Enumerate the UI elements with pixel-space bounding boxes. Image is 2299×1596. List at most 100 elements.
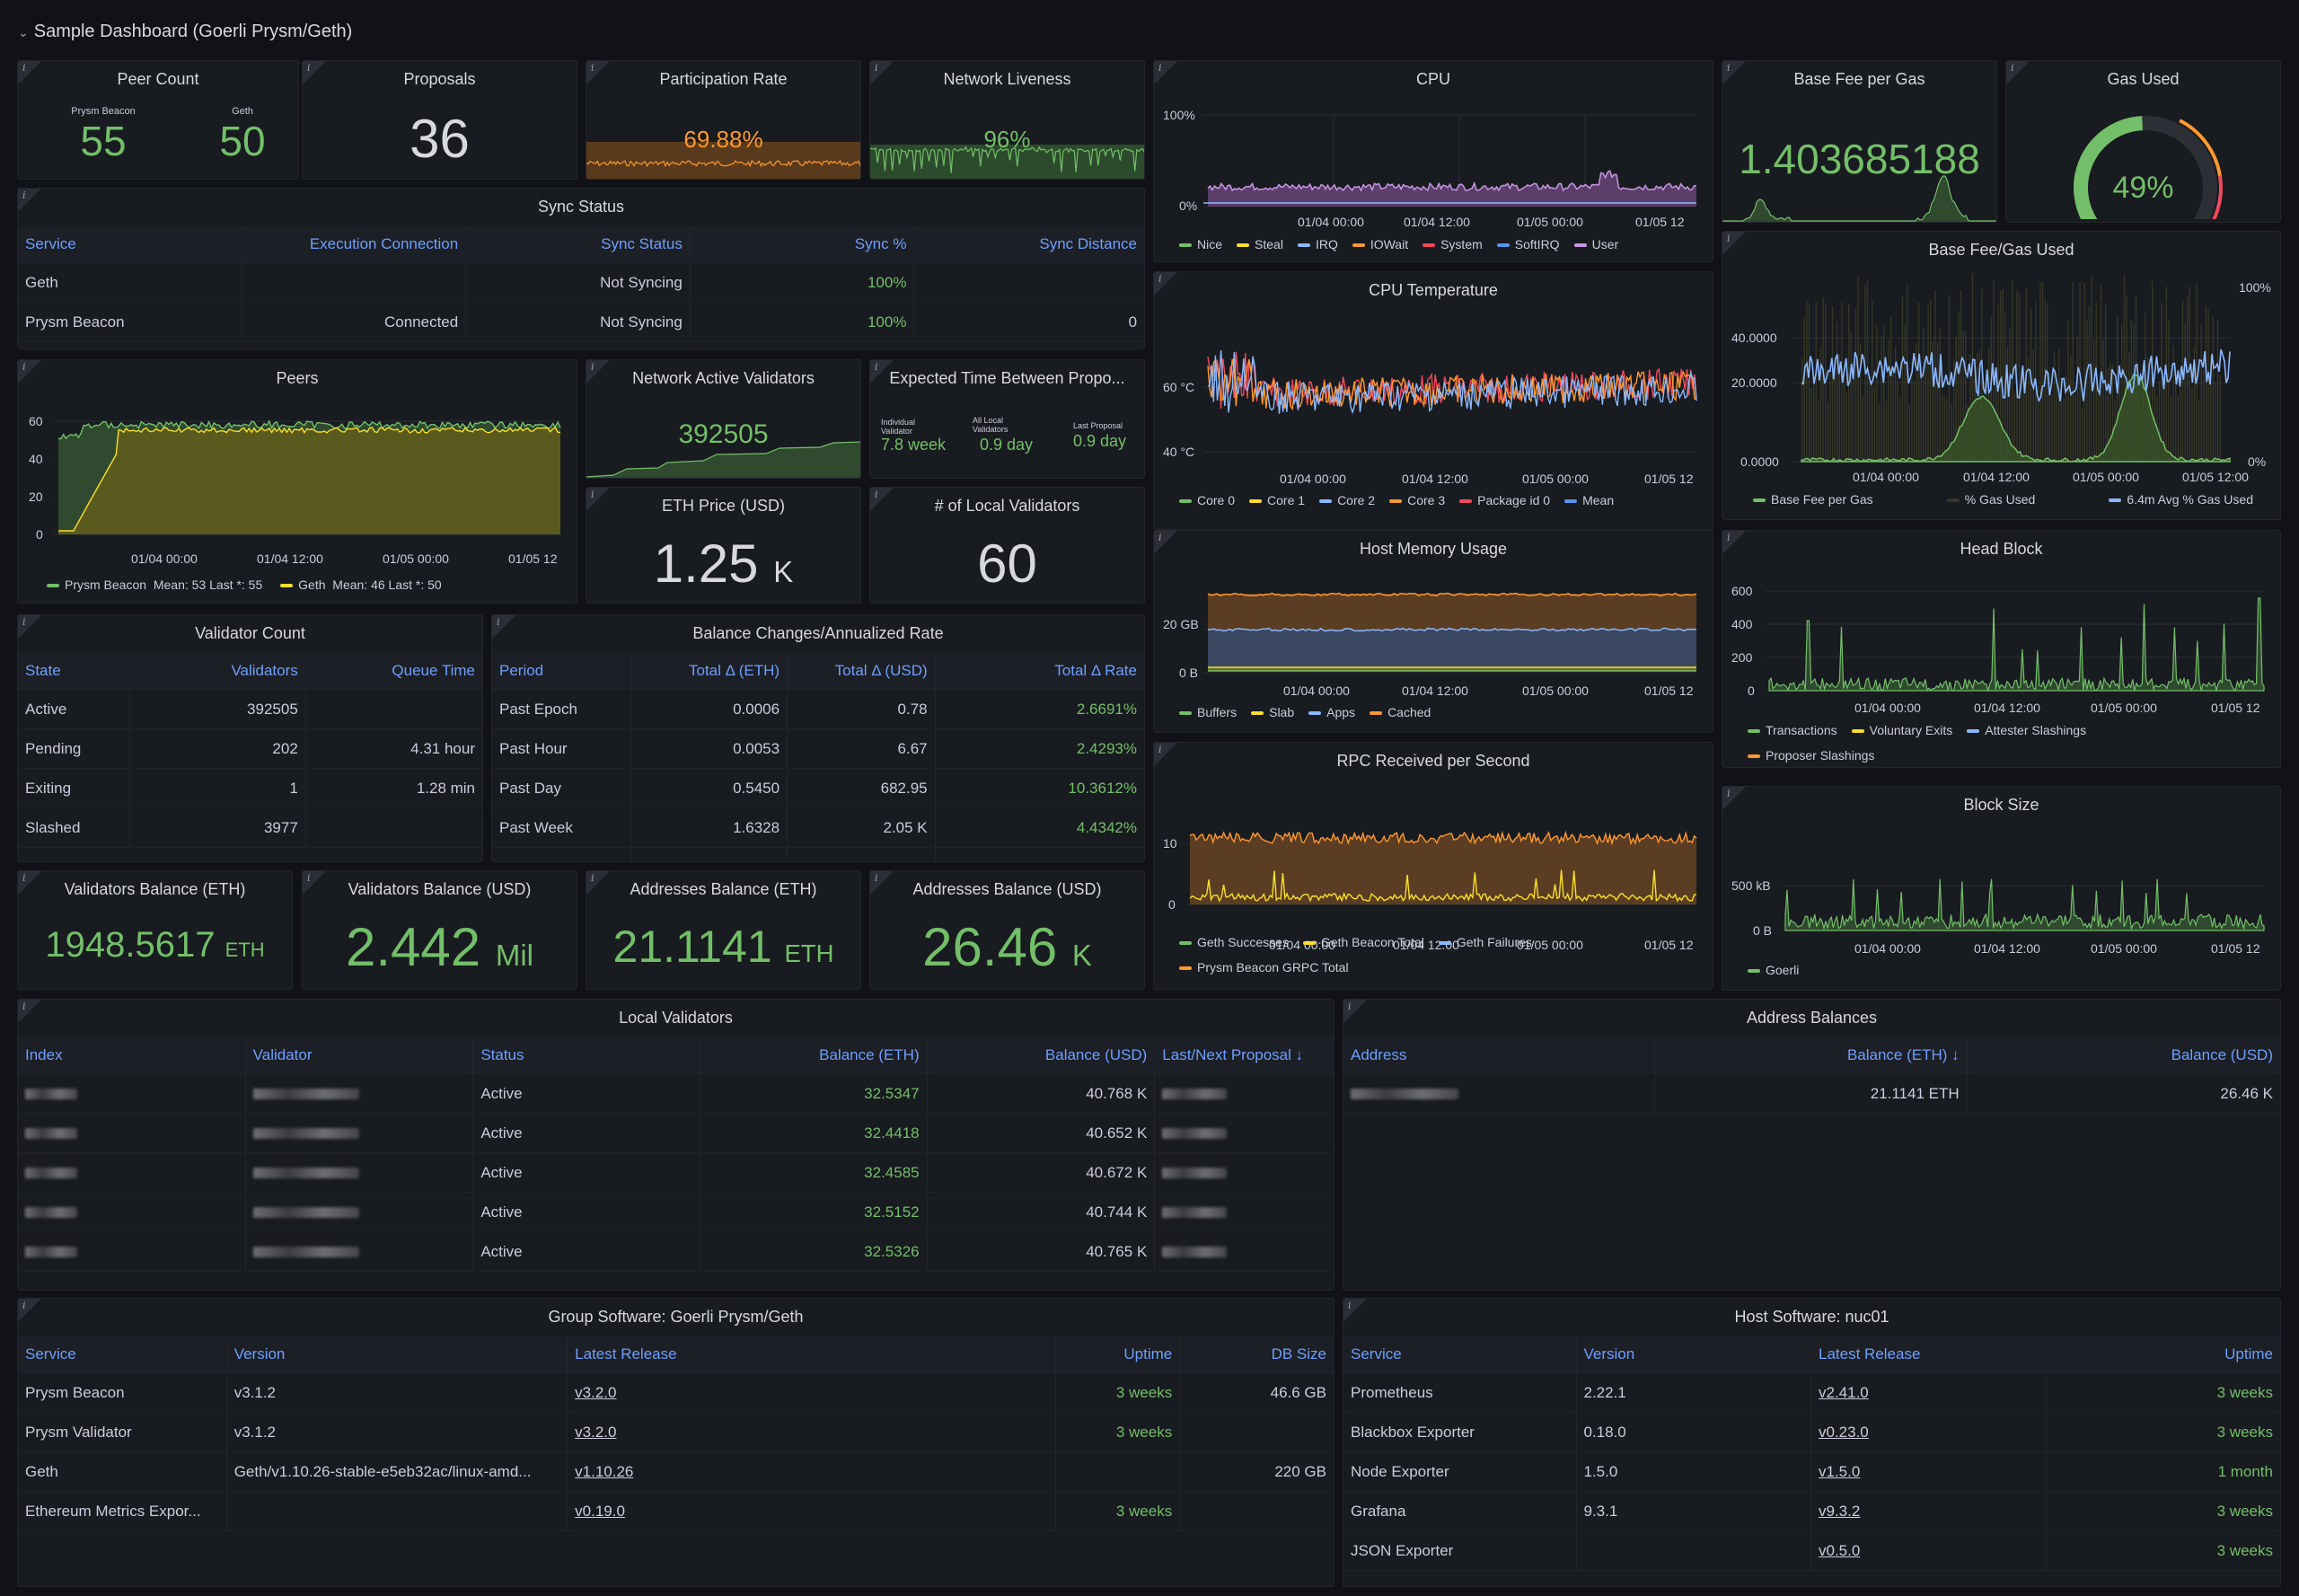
panel-address-balances[interactable]: i Address Balances Address Balance (ETH)… [1343,999,2281,1291]
legend-item[interactable]: Apps [1308,705,1355,719]
legend-item[interactable]: System [1423,237,1483,251]
info-icon[interactable]: i [1154,531,1177,554]
col-validator[interactable]: Validator [246,1037,474,1073]
panel-sync-status[interactable]: i Sync Status Service Execution Connectio… [17,188,1145,349]
panel-host-memory[interactable]: i Host Memory Usage 20 GB 0 B 01/04 00:0… [1153,530,1713,733]
legend-item[interactable]: Base Fee per Gas [1753,492,1873,507]
info-icon[interactable]: i [1722,61,1746,84]
panel-expected-time[interactable]: i Expected Time Between Propo... Individ… [869,359,1145,479]
table-row[interactable]: JSON Exporter v0.5.0 3 weeks [1343,1531,2280,1571]
table-row[interactable]: Grafana 9.3.1 v9.3.2 3 weeks [1343,1492,2280,1531]
release-link[interactable]: v1.10.26 [575,1462,634,1480]
table-row[interactable]: Geth Geth/v1.10.26-stable-e5eb32ac/linux-… [18,1452,1334,1492]
col-balance-eth[interactable]: Balance (ETH) ↓ [1655,1037,1968,1073]
legend-item[interactable]: Core 2 [1319,493,1375,507]
panel-block-size[interactable]: i Block Size 500 kB 0 B 01/04 00:00 01/0… [1722,786,2281,991]
col-address[interactable]: Address [1343,1037,1656,1073]
col-status[interactable]: Status [473,1037,700,1073]
table-row[interactable]: Geth Not Syncing 100% [18,263,1144,303]
panel-validator-count[interactable]: i Validator Count State Validators Queue T… [17,614,483,862]
table-row[interactable]: Blackbox Exporter 0.18.0 v0.23.0 3 weeks [1343,1413,2280,1452]
table-row[interactable]: Exiting 1 1.28 min [18,769,482,808]
info-icon[interactable]: i [586,360,610,384]
table-row[interactable]: Prysm Validator v3.1.2 v3.2.0 3 weeks [18,1413,1334,1452]
legend-item[interactable]: Package id 0 [1459,493,1550,507]
table-row[interactable]: Active 32.4418 40.652 K [18,1114,1334,1153]
legend-item[interactable]: Core 1 [1249,493,1305,507]
column-header[interactable]: Total Δ (ETH) [631,653,788,689]
legend-item[interactable]: Core 3 [1389,493,1445,507]
peers-legend[interactable]: Prysm Beacon Mean: 53 Last *: 55 Geth Me… [47,578,456,592]
head-block-legend-2[interactable]: Proposer Slashings [1748,748,1889,763]
legend-item[interactable]: 6.4m Avg % Gas Used [2109,492,2253,507]
panel-eth-price[interactable]: i ETH Price (USD) 1.25 K [586,487,861,604]
table-row[interactable]: 21.1141 ETH 26.46 K [1343,1074,2280,1114]
legend-item[interactable]: Cached [1370,705,1431,719]
column-header[interactable]: Latest Release [1811,1336,2047,1372]
column-header[interactable]: Version [1577,1336,1811,1372]
release-link[interactable]: v0.23.0 [1819,1423,1869,1441]
table-row[interactable]: Prometheus 2.22.1 v2.41.0 3 weeks [1343,1373,2280,1413]
col-proposal[interactable]: Last/Next Proposal ↓ [1162,1046,1304,1063]
column-header[interactable]: Validators [130,653,306,689]
info-icon[interactable]: i [870,61,894,84]
info-icon[interactable]: i [303,61,326,84]
info-icon[interactable]: i [18,360,41,384]
release-link[interactable]: v0.19.0 [575,1502,625,1520]
legend-item[interactable]: Steal [1237,237,1283,251]
legend-item-geth[interactable]: Geth Mean: 46 Last *: 50 [280,578,442,592]
panel-base-fee-gas-used[interactable]: i Base Fee/Gas Used 40.0000 20.0000 0.00… [1722,231,2281,520]
panel-base-fee-per-gas[interactable]: i Base Fee per Gas 1.403685188 [1722,60,1997,223]
info-icon[interactable]: i [586,488,610,511]
panel-host-software[interactable]: i Host Software: nuc01 Service Version Lat… [1343,1298,2281,1587]
column-header[interactable]: Sync % [691,226,915,262]
legend-item[interactable]: IOWait [1352,237,1408,251]
info-icon[interactable]: i [1154,743,1177,766]
table-row[interactable]: Ethereum Metrics Expor... v0.19.0 3 weeks [18,1492,1334,1531]
column-header[interactable]: Latest Release [568,1336,1057,1372]
panel-cpu-temperature[interactable]: i CPU Temperature 60 °C 40 °C 01/04 00:0… [1153,271,1713,530]
info-icon[interactable]: i [586,871,610,895]
info-icon[interactable]: i [18,1000,41,1023]
release-link[interactable]: v9.3.2 [1819,1502,1861,1520]
panel-participation-rate[interactable]: i Participation Rate 69.88% [586,60,861,180]
info-icon[interactable]: i [1343,1299,1367,1322]
panel-balance-changes[interactable]: i Balance Changes/Annualized Rate Period… [491,614,1145,862]
panel-validators-balance-eth[interactable]: i Validators Balance (ETH) 1948.5617 ETH [17,870,293,990]
legend-item[interactable]: Geth Successes [1179,935,1289,949]
panel-addresses-balance-usd[interactable]: i Addresses Balance (USD) 26.46 K [869,870,1145,990]
panel-rpc-received[interactable]: i RPC Received per Second 10 0 01/04 00:… [1153,742,1713,990]
table-row[interactable]: Prysm Beacon v3.1.2 v3.2.0 3 weeks 46.6 GB [18,1373,1334,1413]
rpc-legend-2[interactable]: Prysm Beacon GRPC Total [1179,960,1363,974]
column-header[interactable]: Uptime [1056,1336,1181,1372]
block-size-legend[interactable]: Goerli [1748,963,1813,977]
table-row[interactable]: Past Week 1.6328 2.05 K 4.4342% [492,808,1144,848]
legend-item[interactable]: Goerli [1748,963,1799,977]
table-row[interactable]: Prysm Beacon Connected Not Syncing 100% 0 [18,303,1144,342]
table-row[interactable]: Past Epoch 0.0006 0.78 2.6691% [492,690,1144,729]
head-block-legend[interactable]: Transactions Voluntary Exits Attester Slas… [1748,723,2101,737]
release-link[interactable]: v2.41.0 [1819,1383,1869,1401]
table-row[interactable]: Pending 202 4.31 hour [18,729,482,769]
column-header[interactable]: Service [1343,1336,1577,1372]
table-row[interactable]: Past Month5.52526.94 K3.5077% [492,848,1144,861]
table-row[interactable]: Active 32.5152 40.744 K [18,1193,1334,1232]
column-header[interactable]: Sync Status [466,226,691,262]
table-row[interactable]: Node Exporter 1.5.0 v1.5.0 1 month [1343,1452,2280,1492]
table-row[interactable]: Active 32.4585 40.672 K [18,1153,1334,1193]
column-header[interactable]: Period [492,653,631,689]
legend-item[interactable]: Core 0 [1179,493,1235,507]
info-icon[interactable]: i [1722,531,1746,554]
info-icon[interactable]: i [870,871,894,895]
column-header[interactable]: Queue Time [392,662,476,679]
legend-item[interactable]: SoftIRQ [1496,237,1560,251]
info-icon[interactable]: i [586,61,610,84]
info-icon[interactable]: i [18,871,41,895]
panel-network-active-validators[interactable]: i Network Active Validators 392505 [586,359,861,479]
table-row[interactable]: Slashed 3977 [18,808,482,848]
panel-peers[interactable]: i Peers 60 40 20 0 01/04 00:00 01/04 12:… [17,359,577,604]
panel-local-validator-count[interactable]: i # of Local Validators 60 [869,487,1145,604]
column-header[interactable]: Version [227,1336,568,1372]
info-icon[interactable]: i [18,189,41,212]
column-header[interactable]: Service [18,1336,227,1372]
